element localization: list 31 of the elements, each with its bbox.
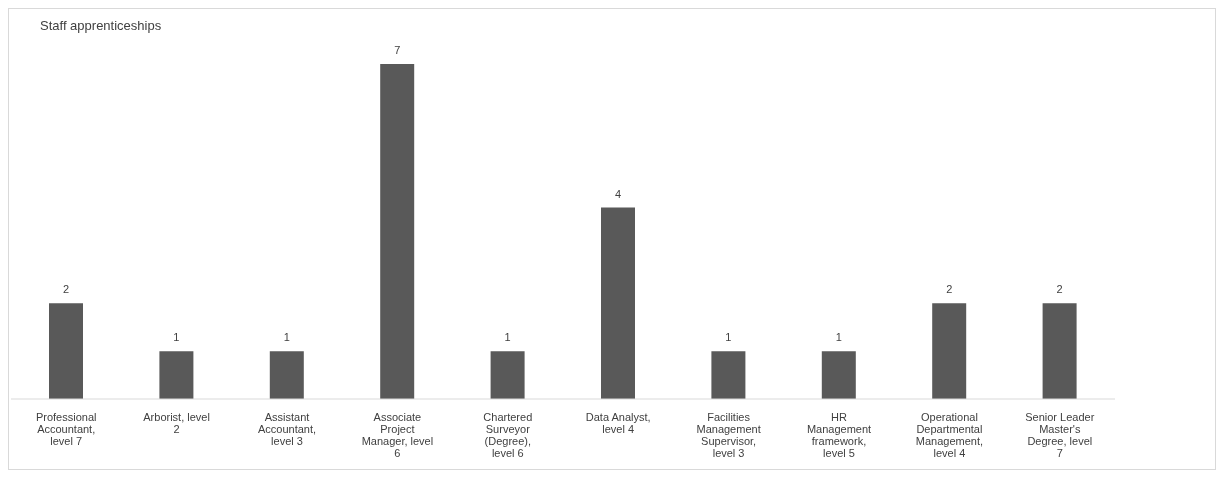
- x-tick-label: Facilities Management Supervisor, level 3: [696, 411, 761, 459]
- bar: [269, 351, 304, 399]
- bar: [159, 351, 194, 399]
- x-tick-label: Associate Project Manager, level 6: [361, 411, 434, 459]
- data-label: 1: [283, 331, 290, 344]
- data-label: 7: [394, 44, 401, 56]
- data-label: 1: [835, 331, 842, 344]
- x-tick-label: Arborist, level 2: [143, 411, 210, 435]
- chart-title: Staff apprenticeships: [40, 18, 162, 33]
- x-tick-label: Operational Departmental Management, level 4: [915, 411, 984, 459]
- data-label: 2: [62, 283, 70, 296]
- bar: [380, 64, 415, 399]
- data-label: 1: [725, 331, 732, 344]
- data-label: 2: [1056, 283, 1063, 296]
- bar: [821, 351, 856, 399]
- x-tick-label: Senior Leader Master's Degree, level 7: [1025, 411, 1095, 459]
- x-tick-label: HR Management framework, level 5: [806, 411, 872, 459]
- bar: [49, 303, 83, 399]
- x-tick-label: Assistant Accountant, level 3: [257, 411, 317, 447]
- x-tick-label: Chartered Surveyor (Degree), level 6: [483, 411, 533, 459]
- bar: [711, 351, 746, 399]
- data-label: 2: [946, 283, 953, 296]
- data-label: 4: [614, 187, 622, 200]
- bar: [601, 207, 635, 399]
- x-tick-label: Professional Accountant, level 7: [35, 411, 97, 447]
- data-label: 1: [504, 331, 511, 344]
- bar: [932, 303, 967, 399]
- bar: [1042, 303, 1077, 399]
- bar: [490, 351, 525, 399]
- data-label: 1: [173, 331, 180, 344]
- x-tick-label: Data Analyst, level 4: [585, 411, 651, 435]
